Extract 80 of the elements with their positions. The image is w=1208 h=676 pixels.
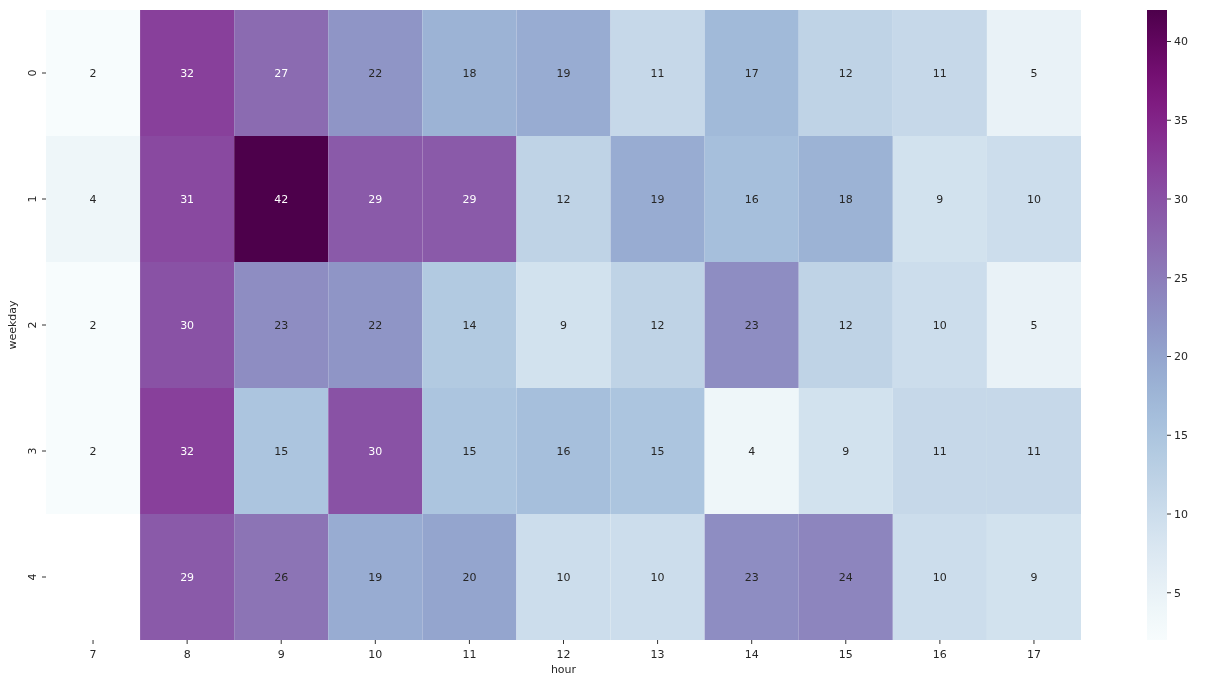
data-label: 11 bbox=[650, 66, 665, 80]
data-label: 10 bbox=[650, 570, 665, 584]
data-label: 11 bbox=[932, 444, 947, 458]
data-label: 2 bbox=[89, 318, 97, 332]
data-label: 15 bbox=[650, 444, 665, 458]
x-tick-label: 15 bbox=[838, 648, 853, 661]
color-bar-label: 20 bbox=[1174, 350, 1188, 364]
data-label: 22 bbox=[368, 318, 383, 332]
data-label: 9 bbox=[842, 444, 850, 458]
data-label: 26 bbox=[274, 570, 289, 584]
y-tick-label: 3 bbox=[26, 447, 39, 455]
data-label: 23 bbox=[744, 570, 759, 584]
data-label: 31 bbox=[180, 192, 195, 206]
x-tick-label: 8 bbox=[183, 648, 191, 661]
data-label: 15 bbox=[462, 444, 477, 458]
data-label: 4 bbox=[89, 192, 97, 206]
data-label: 18 bbox=[462, 66, 477, 80]
y-tick-label: 2 bbox=[26, 321, 39, 329]
x-tick-label: 11 bbox=[462, 648, 477, 661]
data-label: 14 bbox=[462, 318, 477, 332]
data-label: 2 bbox=[89, 444, 97, 458]
data-label: 9 bbox=[560, 318, 567, 332]
data-label: 19 bbox=[650, 192, 665, 206]
color-bar-label: 40 bbox=[1174, 35, 1188, 49]
data-label: 32 bbox=[180, 66, 195, 80]
color-bar-label: 5 bbox=[1174, 586, 1181, 600]
data-label: 18 bbox=[838, 192, 853, 206]
data-label: 19 bbox=[556, 66, 571, 80]
x-tick-label: 10 bbox=[368, 648, 383, 661]
data-label: 12 bbox=[556, 192, 571, 206]
y-tick-label: 4 bbox=[26, 573, 39, 581]
data-label: 17 bbox=[744, 66, 759, 80]
data-label: 12 bbox=[838, 318, 853, 332]
data-label: 24 bbox=[838, 570, 853, 584]
data-label: 15 bbox=[274, 444, 289, 458]
color-bar-label: 10 bbox=[1174, 507, 1188, 521]
color-bar-label: 25 bbox=[1174, 271, 1188, 285]
data-label: 16 bbox=[556, 444, 571, 458]
data-label: 12 bbox=[838, 66, 853, 80]
x-tick-label: 7 bbox=[89, 648, 97, 661]
data-label: 11 bbox=[1026, 444, 1041, 458]
data-label: 29 bbox=[180, 570, 195, 584]
color-bar-label: 35 bbox=[1174, 114, 1188, 128]
x-axis-title: hour bbox=[550, 663, 577, 676]
data-label: 4 bbox=[748, 444, 756, 458]
x-tick-label: 17 bbox=[1026, 648, 1041, 661]
data-label: 9 bbox=[1030, 570, 1038, 584]
data-label: 23 bbox=[274, 318, 289, 332]
data-label: 29 bbox=[462, 192, 477, 206]
data-label: 10 bbox=[556, 570, 571, 584]
data-label: 5 bbox=[1030, 318, 1038, 332]
data-label: 27 bbox=[274, 66, 289, 80]
x-tick-label: 13 bbox=[650, 648, 665, 661]
data-label: 29 bbox=[368, 192, 383, 206]
data-label: 9 bbox=[936, 192, 944, 206]
data-label: 30 bbox=[368, 444, 383, 458]
color-bar-label: 15 bbox=[1174, 429, 1188, 443]
data-label: 16 bbox=[744, 192, 759, 206]
data-label: 19 bbox=[368, 570, 383, 584]
data-label: 30 bbox=[180, 318, 195, 332]
data-label: 42 bbox=[274, 192, 289, 206]
data-label: 12 bbox=[650, 318, 665, 332]
y-tick-label: 1 bbox=[26, 195, 39, 203]
x-tick-label: 14 bbox=[744, 648, 759, 661]
data-label: 11 bbox=[932, 66, 947, 80]
x-tick-label: 9 bbox=[277, 648, 285, 661]
data-label: 23 bbox=[744, 318, 759, 332]
data-label: 22 bbox=[368, 66, 383, 80]
data-label: 20 bbox=[462, 570, 477, 584]
y-axis-title: weekday bbox=[6, 299, 19, 350]
data-label: 5 bbox=[1030, 66, 1038, 80]
data-label: 32 bbox=[180, 444, 195, 458]
x-tick-label: 12 bbox=[556, 648, 571, 661]
data-label: 10 bbox=[932, 318, 947, 332]
data-label: 2 bbox=[89, 66, 97, 80]
y-tick-label: 0 bbox=[26, 69, 39, 77]
color-bar-label: 30 bbox=[1174, 192, 1188, 206]
data-label: 10 bbox=[1026, 192, 1041, 206]
x-tick-label: 16 bbox=[932, 648, 947, 661]
data-label: 10 bbox=[932, 570, 947, 584]
